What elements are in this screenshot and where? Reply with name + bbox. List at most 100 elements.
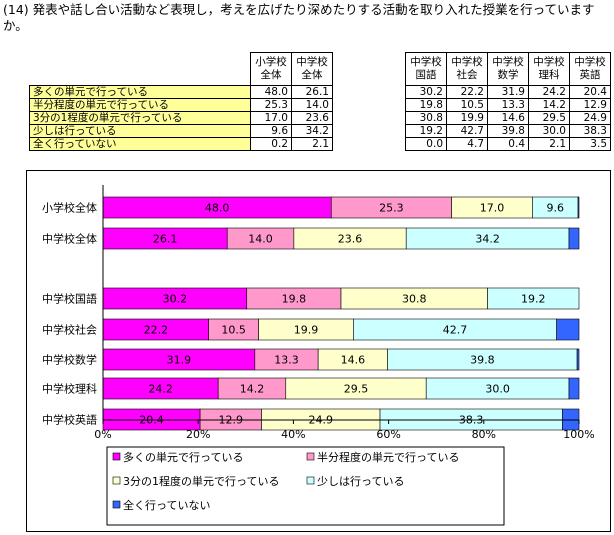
data-label: 30.0	[485, 383, 510, 396]
table-corner	[30, 53, 251, 86]
data-label: 24.2	[148, 383, 173, 396]
table-cell: 14.6	[487, 111, 529, 125]
table-header-row: 小学校 全体 中学校 全体 中学校 国語 中学校 社会 中学校 数学 中学校 理科 中学校英…	[30, 52, 611, 86]
table-cell: 19.2	[405, 124, 447, 138]
table-cell: 2.1	[291, 137, 333, 151]
data-label: 23.6	[338, 233, 363, 246]
category-label: 中学校英語	[42, 413, 97, 427]
table-cell: 17.0	[250, 111, 292, 125]
data-label: 26.1	[153, 233, 178, 246]
table-cell: 12.9	[569, 98, 611, 112]
legend-label: 多くの単元で行っている	[123, 450, 243, 464]
table-cell: 34.2	[291, 124, 333, 138]
table-gap	[332, 137, 406, 151]
table-cell: 20.4	[569, 85, 611, 99]
table-cell: 22.2	[446, 85, 488, 99]
chart-frame: 小学校全体中学校全体中学校国語中学校社会中学校数学中学校理科中学校英語 48.0 2…	[26, 170, 611, 532]
legend-label: 半分程度の単元で行っている	[317, 450, 459, 464]
data-label: 25.3	[379, 202, 404, 215]
table-cell: 24.2	[528, 85, 570, 99]
table-cell: 38.3	[569, 124, 611, 138]
table-col-header: 小学校 全体	[250, 52, 292, 86]
category-label: 小学校全体	[42, 201, 97, 215]
data-label: 39.8	[470, 354, 495, 367]
data-label: 14.2	[240, 383, 265, 396]
x-tick-label: 0%	[94, 428, 111, 441]
category-label: 中学校数学	[42, 353, 97, 367]
table-cell: 29.5	[528, 111, 570, 125]
table-cell: 3.5	[569, 137, 611, 151]
x-tick-label: 80%	[472, 428, 496, 441]
table-cell: 30.2	[405, 85, 447, 99]
data-label: 30.2	[163, 293, 188, 306]
table-cell: 42.7	[446, 124, 488, 138]
table-gap	[332, 124, 406, 138]
table-cell: 19.9	[446, 111, 488, 125]
data-label: 31.9	[167, 354, 192, 367]
table-cell: 4.7	[446, 137, 488, 151]
table-cell: 39.8	[487, 124, 529, 138]
data-label: 10.5	[221, 324, 246, 337]
table-cell: 24.9	[569, 111, 611, 125]
category-label: 中学校社会	[42, 323, 97, 337]
legend-label: 3分の1程度の単元で行っている	[123, 474, 279, 488]
x-tick-label: 60%	[376, 428, 400, 441]
data-label: 48.0	[205, 202, 230, 215]
table-col-header: 中学校 全体	[291, 52, 333, 86]
table-cell: 25.3	[250, 98, 292, 112]
data-table: 小学校 全体 中学校 全体 中学校 国語 中学校 社会 中学校 数学 中学校 理科 中学校英…	[29, 52, 611, 151]
x-tick-label: 20%	[186, 428, 210, 441]
table-cell: 14.0	[291, 98, 333, 112]
legend-box	[106, 446, 505, 526]
data-label: 42.7	[443, 324, 468, 337]
table-cell: 48.0	[250, 85, 292, 99]
legend-swatch	[306, 452, 315, 461]
table-cell: 30.0	[528, 124, 570, 138]
table-col-header: 中学校 理科	[528, 52, 570, 86]
data-label: 30.8	[402, 293, 427, 306]
table-row: 半分程度の単元で行っている 25.3 14.0 19.8 10.5 13.3 1…	[29, 98, 611, 112]
table-col-header: 中学校 英語	[569, 52, 611, 86]
table-cell: 0.4	[487, 137, 529, 151]
question-text: (14) 発表や話し合い活動など表現し，考えを広げたり深めたりする活動を取り入れ…	[3, 2, 595, 33]
table-cell: 14.2	[528, 98, 570, 112]
table-cell: 0.0	[405, 137, 447, 151]
table-cell: 13.3	[487, 98, 529, 112]
table-col-header: 中学校 国語	[405, 52, 447, 86]
table-row-label: 半分程度の単元で行っている	[29, 98, 251, 112]
category-label: 中学校国語	[42, 292, 97, 306]
table-row-label: 全く行っていない	[29, 137, 251, 151]
table-row: 3分の1程度の単元で行っている 17.0 23.6 30.8 19.9 14.6…	[29, 111, 611, 125]
legend-swatch	[112, 476, 121, 485]
data-label: 13.3	[274, 354, 299, 367]
table-col-header: 中学校 数学	[487, 52, 529, 86]
table-gap	[333, 53, 406, 86]
bar-segment	[556, 318, 580, 341]
table-col-header: 中学校 社会	[446, 52, 488, 86]
table-cell: 10.5	[446, 98, 488, 112]
data-label: 19.8	[282, 293, 307, 306]
category-label: 中学校理科	[42, 382, 97, 396]
table-cell: 0.2	[250, 137, 292, 151]
table-gap	[332, 111, 406, 125]
category-label: 中学校全体	[42, 232, 97, 246]
data-label: 34.2	[475, 233, 500, 246]
bar-segment	[487, 287, 580, 310]
table-row-label: 多くの単元で行っている	[29, 85, 251, 99]
x-tick-label: 40%	[281, 428, 305, 441]
table-cell: 26.1	[291, 85, 333, 99]
table-row: 少しは行っている 9.6 34.2 19.2 42.7 39.8 30.0 38…	[29, 124, 611, 138]
table-gap	[332, 98, 406, 112]
legend-swatch	[306, 476, 315, 485]
table-cell: 31.9	[487, 85, 529, 99]
table-row: 多くの単元で行っている 48.0 26.1 30.2 22.2 31.9 24.…	[29, 85, 611, 99]
data-label: 14.0	[248, 233, 273, 246]
table-row-label: 少しは行っている	[29, 124, 251, 138]
data-label: 19.2	[521, 293, 546, 306]
data-label: 22.2	[144, 324, 169, 337]
legend-label: 全く行っていない	[123, 498, 210, 512]
table-row-label: 3分の1程度の単元で行っている	[29, 111, 251, 125]
bar-segment	[576, 348, 580, 371]
table-row: 全く行っていない 0.2 2.1 0.0 4.7 0.4 2.1 3.5	[29, 137, 611, 151]
data-label: 17.0	[480, 202, 505, 215]
